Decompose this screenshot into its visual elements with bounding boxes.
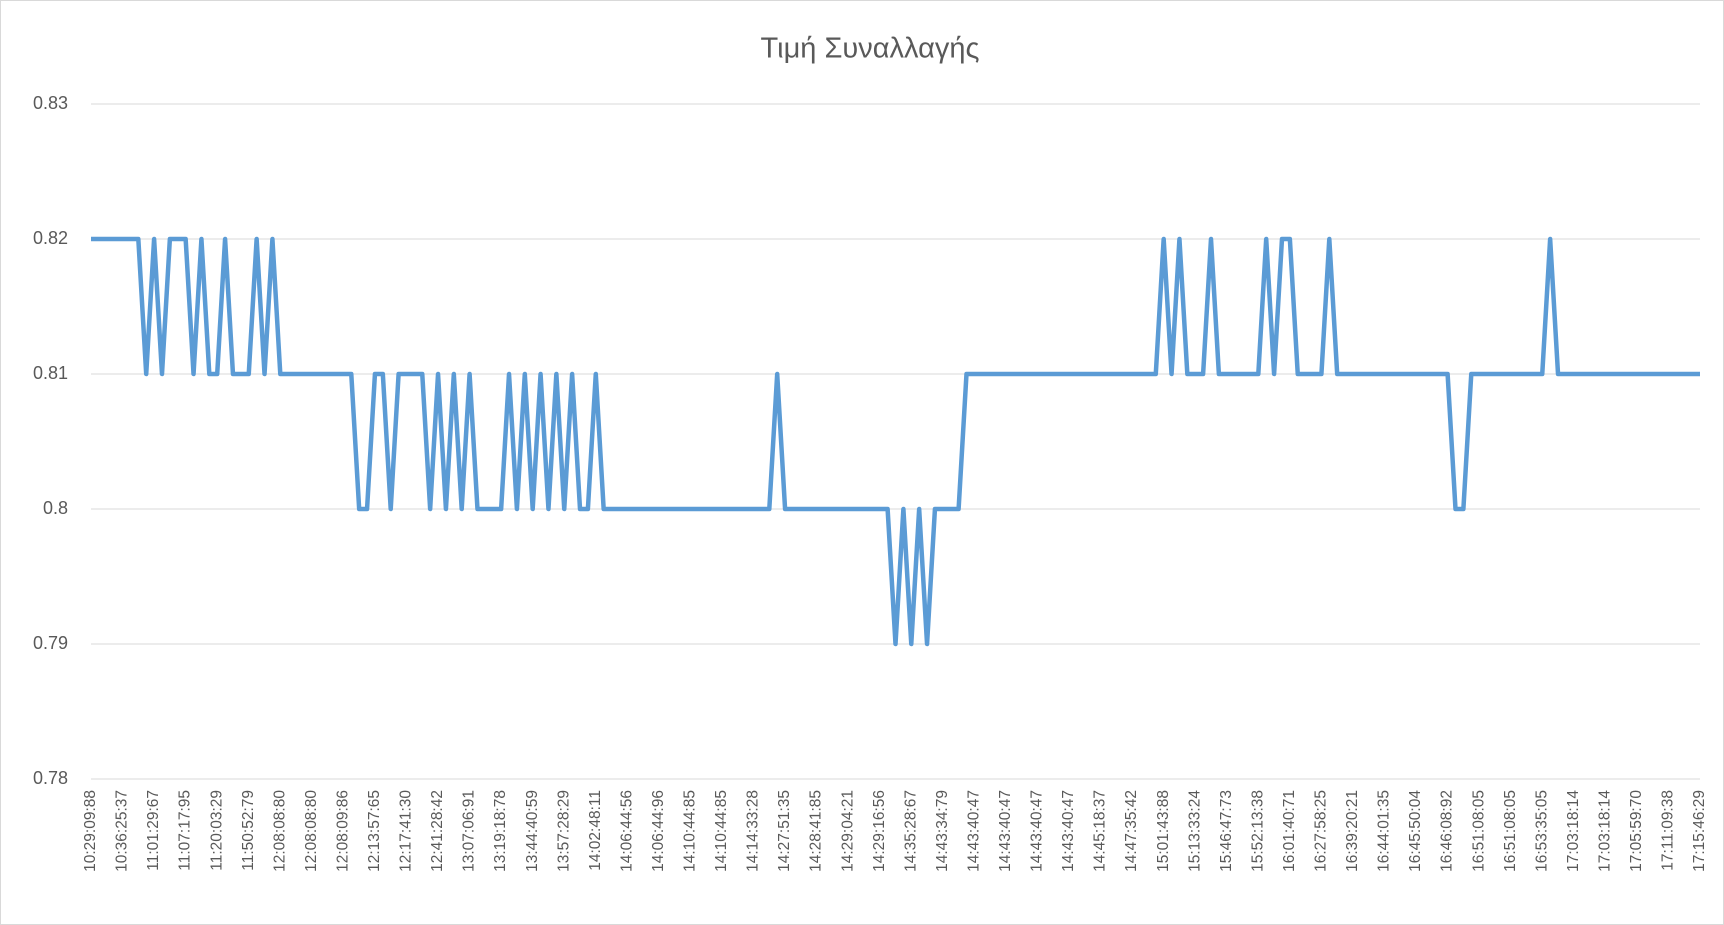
x-tick-label: 13:44:40:59	[524, 790, 541, 872]
x-tick-label: 17:05:59:70	[1628, 790, 1645, 872]
x-tick-label: 16:46:08:92	[1439, 790, 1456, 872]
x-tick-label: 14:45:18:37	[1092, 790, 1109, 872]
x-tick-label: 14:43:40:47	[965, 790, 982, 872]
x-tick-label: 16:51:08:05	[1502, 790, 1519, 872]
x-tick-label: 17:11:09:38	[1660, 790, 1677, 871]
x-tick-label: 12:13:57:65	[366, 790, 383, 872]
chart-title: Τιμή Συναλλαγής	[761, 33, 980, 65]
x-tick-label: 16:27:58:25	[1313, 790, 1330, 872]
y-tick-label: 0.8	[43, 498, 68, 518]
x-tick-label: 16:44:01:35	[1376, 790, 1393, 872]
x-tick-label: 14:29:04:21	[839, 790, 856, 872]
x-tick-label: 15:52:13:38	[1249, 790, 1266, 872]
x-tick-label: 14:35:28:67	[902, 790, 919, 872]
x-tick-label: 16:01:40:71	[1281, 790, 1298, 872]
x-tick-label: 17:03:18:14	[1596, 790, 1613, 872]
x-tick-label: 16:53:35:05	[1533, 790, 1550, 872]
x-tick-label: 10:29:09:88	[82, 790, 99, 872]
x-tick-label: 17:15:46:29	[1691, 790, 1708, 872]
x-tick-label: 15:01:43:88	[1155, 790, 1172, 872]
x-tick-label: 14:43:40:47	[1060, 790, 1077, 872]
x-tick-label: 13:19:18:78	[492, 790, 509, 872]
x-tick-label: 10:36:25:37	[114, 790, 131, 872]
x-tick-label: 14:47:35:42	[1123, 790, 1140, 872]
x-tick-label: 11:07:17:95	[177, 790, 194, 871]
x-tick-label: 13:07:06:91	[461, 790, 478, 872]
price-line	[91, 236, 1700, 647]
y-tick-label: 0.78	[33, 768, 68, 788]
x-tick-label: 14:29:16:56	[871, 790, 888, 872]
x-tick-label: 11:50:52:79	[240, 790, 257, 871]
x-tick-label: 14:02:48:11	[587, 790, 604, 871]
x-tick-label: 14:10:44:85	[713, 790, 730, 872]
x-tick-label: 14:27:51:35	[776, 790, 793, 872]
x-tick-label: 12:17:41:30	[398, 790, 415, 872]
x-tick-label: 16:39:20:21	[1344, 790, 1361, 872]
y-tick-label: 0.81	[33, 363, 68, 383]
x-tick-label: 15:46:47:73	[1218, 790, 1235, 872]
x-tick-label: 14:43:40:47	[1029, 790, 1046, 872]
x-tick-label: 16:51:08:05	[1470, 790, 1487, 872]
x-tick-label: 14:43:40:47	[997, 790, 1014, 872]
x-tick-label: 11:20:03:29	[208, 790, 225, 871]
x-tick-label: 14:43:34:79	[934, 790, 951, 872]
x-tick-label: 12:08:09:86	[334, 790, 351, 872]
x-tick-label: 14:10:44:85	[682, 790, 699, 872]
y-tick-label: 0.82	[33, 228, 68, 248]
x-tick-label: 12:08:08:80	[271, 790, 288, 872]
x-tick-label: 15:13:33:24	[1186, 790, 1203, 872]
x-tick-label: 12:41:28:42	[429, 790, 446, 872]
x-tick-label: 14:28:41:85	[808, 790, 825, 872]
x-tick-label: 17:03:18:14	[1565, 790, 1582, 872]
x-tick-label: 14:06:44:96	[650, 790, 667, 872]
x-tick-label: 14:14:33:28	[745, 790, 762, 872]
x-tick-label: 14:06:44:56	[618, 790, 635, 872]
y-tick-label: 0.79	[33, 633, 68, 653]
x-tick-label: 11:01:29:67	[145, 790, 162, 871]
y-tick-label: 0.83	[33, 93, 68, 113]
x-tick-label: 16:45:50:04	[1407, 790, 1424, 872]
x-tick-label: 12:08:08:80	[303, 790, 320, 872]
x-tick-label: 13:57:28:29	[555, 790, 572, 872]
